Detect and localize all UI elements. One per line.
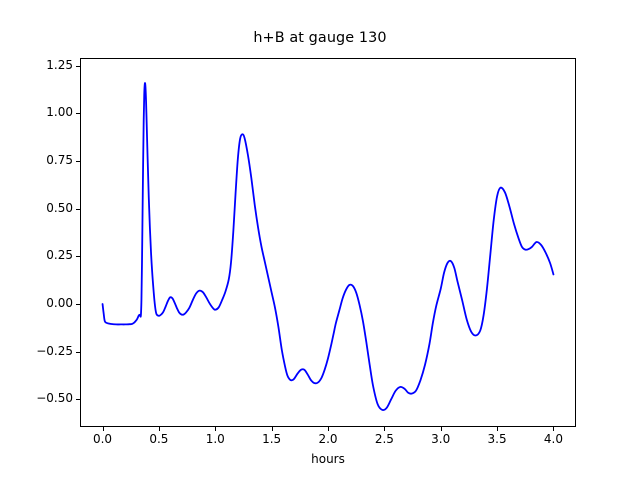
x-tick-label: 0.5 (149, 432, 169, 446)
x-tick-mark (328, 427, 329, 431)
y-tick-label: 0.75 (46, 152, 73, 167)
y-tick-mark (76, 304, 80, 305)
y-tick-mark (76, 113, 80, 115)
page-title: h+B at gauge 130 (253, 30, 387, 46)
x-tick-mark (497, 427, 499, 431)
x-tick-label: 1.5 (262, 432, 282, 446)
y-tick-mark (76, 160, 80, 162)
y-tick-label: −0.25 (36, 343, 73, 358)
y-tick-mark (76, 351, 80, 353)
x-tick-label: 0.0 (92, 432, 113, 446)
x-tick-mark (553, 427, 555, 431)
y-tick-label: −0.50 (36, 391, 73, 406)
y-axis-tick-labels: −0.50 −0.25 0.00 0.25 0.50 0.75 1.00 1.25 (0, 0, 73, 480)
y-tick-label: 0.00 (46, 296, 73, 310)
x-tick-label: 3.0 (431, 432, 451, 446)
x-tick-label: 2.5 (374, 432, 394, 446)
y-tick-label: 0.50 (46, 200, 73, 215)
x-tick-label: 4.0 (543, 432, 563, 446)
x-axis-label: hours (311, 452, 345, 466)
axes-frame (80, 58, 576, 427)
x-tick-mark (102, 427, 104, 431)
x-tick-mark (271, 427, 273, 431)
plot-area (101, 82, 555, 411)
y-tick-mark (76, 399, 80, 401)
y-tick-mark (76, 208, 80, 210)
x-tick-mark (158, 427, 160, 431)
y-tick-mark (76, 256, 80, 258)
y-tick-label: 1.00 (46, 105, 73, 120)
line-series-h-plus-b (101, 82, 555, 411)
x-tick-label: 2.0 (318, 432, 338, 446)
y-tick-label: 1.25 (46, 57, 73, 72)
x-tick-mark (440, 427, 442, 431)
x-tick-label: 1.0 (205, 432, 225, 446)
x-tick-label: 3.5 (487, 432, 507, 446)
y-tick-label: 0.25 (46, 248, 73, 263)
x-tick-mark (384, 427, 386, 431)
x-tick-mark (215, 427, 217, 431)
y-tick-mark (76, 65, 80, 67)
